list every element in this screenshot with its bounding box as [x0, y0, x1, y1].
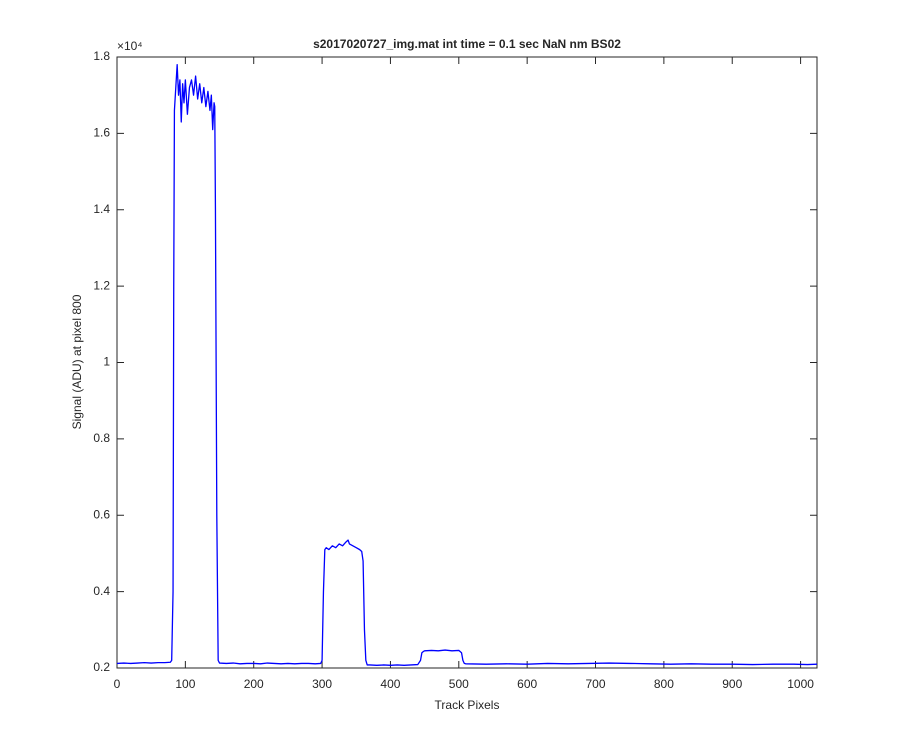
axes-box — [116, 56, 818, 669]
y-tick-label: 1.6 — [93, 126, 110, 140]
y-tick-label: 0.6 — [93, 507, 110, 521]
x-tick-label: 100 — [175, 677, 195, 691]
x-axis-label: Track Pixels — [435, 698, 500, 712]
x-tick-label: 300 — [312, 677, 332, 691]
y-tick-label: 0.8 — [93, 431, 110, 445]
x-tick-label: 800 — [654, 677, 674, 691]
y-tick-label: 1.2 — [93, 278, 110, 292]
x-tick-label: 900 — [722, 677, 742, 691]
x-tick-label: 0 — [114, 677, 121, 691]
x-tick-label: 1000 — [787, 677, 814, 691]
chart-title: s2017020727_img.mat int time = 0.1 sec N… — [313, 37, 621, 51]
signal-line — [116, 63, 818, 666]
x-tick-label: 400 — [380, 677, 400, 691]
x-tick-label: 700 — [586, 677, 606, 691]
y-axis-label: Signal (ADU) at pixel 800 — [70, 294, 84, 429]
y-tick-label: 1.8 — [93, 49, 110, 63]
x-tick-label: 600 — [517, 677, 537, 691]
x-tick-label: 500 — [449, 677, 469, 691]
y-tick-label: 0.4 — [93, 584, 110, 598]
x-tick-label: 200 — [244, 677, 264, 691]
y-tick-label: 1.4 — [93, 202, 110, 216]
y-tick-label: 0.2 — [93, 660, 110, 674]
y-exponent: ×10⁴ — [117, 39, 143, 53]
y-tick-label: 1 — [103, 355, 110, 369]
